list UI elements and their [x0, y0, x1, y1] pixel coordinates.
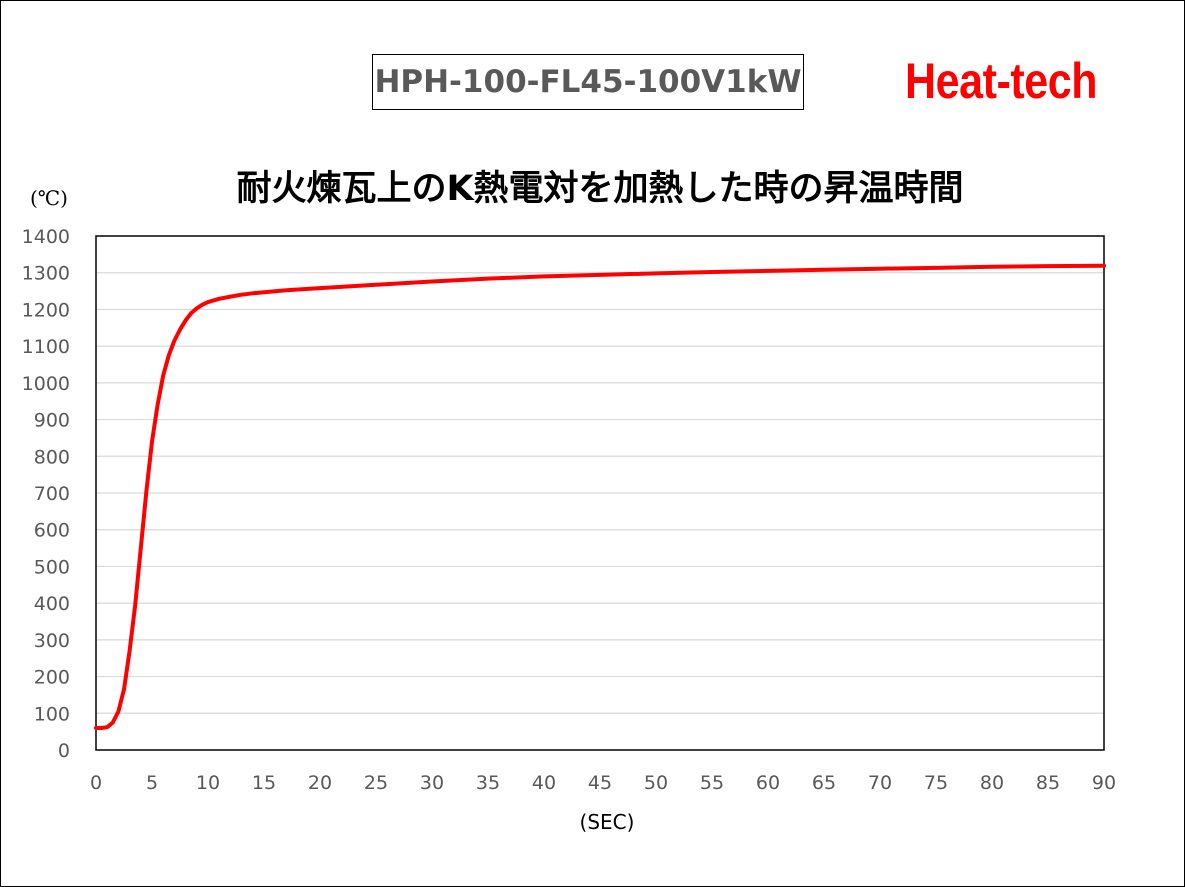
x-axis-unit: (SEC)	[579, 810, 635, 834]
x-tick-label: 35	[476, 772, 500, 794]
x-tick-label: 40	[532, 772, 556, 794]
grid-lines	[96, 272, 1104, 714]
x-tick-label: 65	[812, 772, 836, 794]
x-tick-label: 80	[980, 772, 1004, 794]
x-tick-label: 75	[924, 772, 948, 794]
y-tick-label: 400	[34, 593, 70, 615]
y-tick-label: 100	[34, 703, 70, 725]
x-tick-label: 5	[146, 772, 158, 794]
x-tick-label: 0	[90, 772, 102, 794]
x-tick-label: 70	[868, 772, 892, 794]
brand-logo: Heat-tech	[905, 53, 1098, 109]
x-tick-label: 45	[588, 772, 612, 794]
y-axis-unit: (℃)	[30, 186, 68, 210]
y-tick-label: 700	[34, 483, 70, 505]
y-axis-ticks: 0 100 200 300 400 500 600 700 800 900 1000 1100 1200…	[22, 226, 70, 762]
model-label: HPH-100-FL45-100V1kW	[372, 54, 804, 110]
y-tick-label: 1300	[22, 263, 70, 285]
x-tick-label: 85	[1036, 772, 1060, 794]
y-tick-label: 300	[34, 630, 70, 652]
x-tick-label: 50	[644, 772, 668, 794]
x-tick-label: 20	[308, 772, 332, 794]
x-axis-ticks: 0 5 10 15 20 25 30 35 40 45 50 55 60 65 70 75 80 85 90	[90, 772, 1116, 794]
y-tick-label: 200	[34, 667, 70, 689]
temperature-series-line	[94, 263, 1106, 730]
chart-title: 耐火煉瓦上のK熱電対を加熱した時の昇温時間	[236, 169, 964, 209]
y-tick-label: 1000	[22, 373, 70, 395]
y-tick-label: 600	[34, 520, 70, 542]
x-tick-label: 15	[252, 772, 276, 794]
x-tick-label: 10	[196, 772, 220, 794]
x-tick-label: 25	[364, 772, 388, 794]
y-tick-label: 900	[34, 410, 70, 432]
y-tick-label: 0	[58, 740, 70, 762]
y-tick-label: 800	[34, 446, 70, 468]
plot-area	[95, 235, 1105, 751]
y-tick-label: 1400	[22, 226, 70, 248]
x-tick-label: 60	[756, 772, 780, 794]
x-tick-label: 30	[420, 772, 444, 794]
x-tick-label: 55	[700, 772, 724, 794]
x-tick-label: 90	[1092, 772, 1116, 794]
y-tick-label: 1200	[22, 299, 70, 321]
y-tick-label: 500	[34, 556, 70, 578]
y-tick-label: 1100	[22, 336, 70, 358]
